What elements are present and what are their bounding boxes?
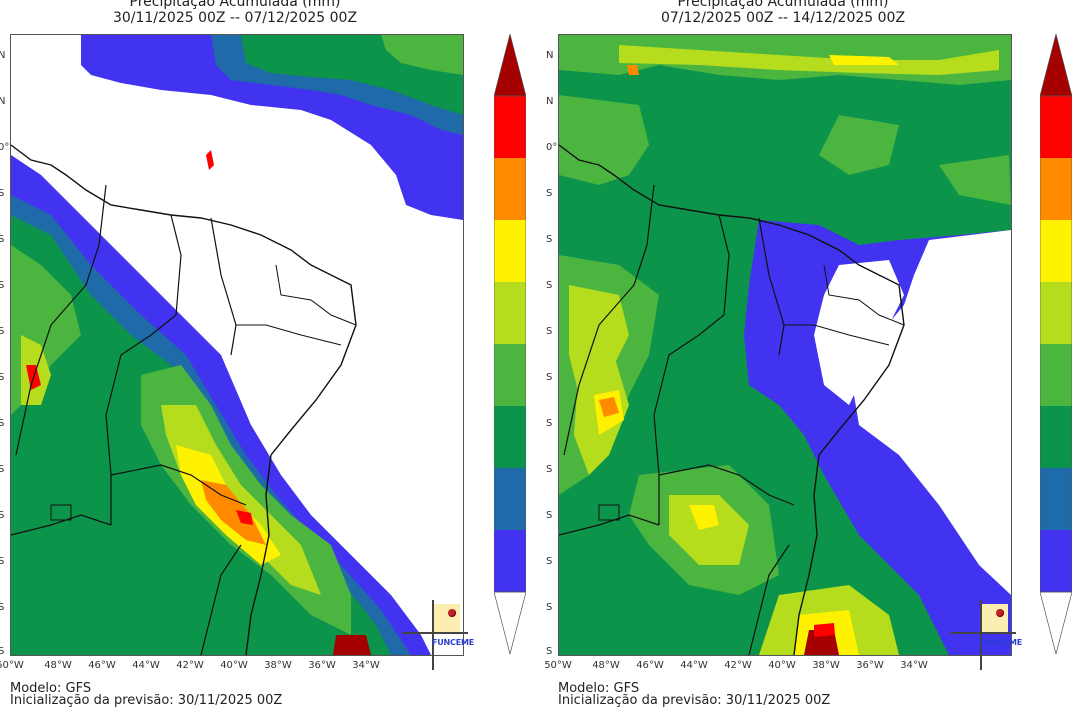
x-tick: 36°W xyxy=(856,660,884,671)
precipitation-contours xyxy=(11,35,463,655)
y-tick: S xyxy=(546,556,553,567)
x-tick: 42°W xyxy=(176,660,204,671)
y-tick: N xyxy=(546,50,554,61)
logo-crosshair-v xyxy=(980,600,982,670)
map-panel-week1: Precipitação Acumulada (mm) 30/11/2025 0… xyxy=(0,0,527,708)
x-tick: 34°W xyxy=(900,660,928,671)
chart-title: Precipitação Acumulada (mm) 30/11/2025 0… xyxy=(0,0,470,26)
x-tick: 34°W xyxy=(352,660,380,671)
title-line1: Precipitação Acumulada (mm) xyxy=(677,0,889,10)
y-tick: S xyxy=(0,418,5,429)
y-tick: 0° xyxy=(0,142,10,153)
y-tick: S xyxy=(546,280,553,291)
logo-box xyxy=(432,604,460,632)
x-axis-labels: 50°W 48°W 46°W 44°W 42°W 40°W 38°W 36°W … xyxy=(0,660,470,674)
model-label: Modelo: GFS xyxy=(10,681,92,696)
x-tick: 46°W xyxy=(636,660,664,671)
colorbar-graphic xyxy=(1039,33,1073,655)
y-tick: S xyxy=(546,326,553,337)
funceme-logo: FUNCEME xyxy=(398,600,478,670)
x-tick: 46°W xyxy=(88,660,116,671)
logo-crosshair-h xyxy=(402,632,468,634)
x-tick: 42°W xyxy=(724,660,752,671)
x-tick: 44°W xyxy=(132,660,160,671)
x-tick: 48°W xyxy=(44,660,72,671)
x-tick: 38°W xyxy=(812,660,840,671)
y-tick: S xyxy=(546,646,553,657)
precipitation-map xyxy=(10,34,464,656)
footer-info: Modelo: GFS Inicialização da previsão: 3… xyxy=(10,681,283,708)
y-tick: S xyxy=(0,556,5,567)
y-tick: S xyxy=(546,602,553,613)
y-tick: S xyxy=(0,372,5,383)
y-tick: S xyxy=(0,280,5,291)
colorbar xyxy=(1039,33,1073,656)
x-tick: 40°W xyxy=(768,660,796,671)
y-tick: 0° xyxy=(546,142,558,153)
logo-text: FUNCEME xyxy=(432,638,475,647)
model-label: Modelo: GFS xyxy=(558,681,640,696)
y-tick: S xyxy=(0,234,5,245)
precipitation-contours xyxy=(559,35,1011,655)
y-tick: S xyxy=(546,464,553,475)
y-tick: S xyxy=(0,602,5,613)
y-tick: S xyxy=(0,464,5,475)
title-line1: Precipitação Acumulada (mm) xyxy=(129,0,341,10)
footer-info: Modelo: GFS Inicialização da previsão: 3… xyxy=(558,681,831,708)
y-tick: S xyxy=(0,188,5,199)
logo-dot-icon xyxy=(448,609,456,617)
logo-crosshair-h xyxy=(950,632,1016,634)
x-tick: 38°W xyxy=(264,660,292,671)
x-tick: 50°W xyxy=(0,660,24,671)
y-axis-labels: N N 0° S S S S S S S S S S S xyxy=(0,34,10,657)
y-tick: N xyxy=(0,96,6,107)
title-line2: 30/11/2025 00Z -- 07/12/2025 00Z xyxy=(112,10,358,26)
y-tick: S xyxy=(0,646,5,657)
chart-title: Precipitação Acumulada (mm) 07/12/2025 0… xyxy=(548,0,1018,26)
precipitation-map xyxy=(558,34,1012,656)
funceme-logo: FUNCEME xyxy=(946,600,1026,670)
title-line2: 07/12/2025 00Z -- 14/12/2025 00Z xyxy=(660,10,906,26)
y-tick: S xyxy=(0,326,5,337)
x-tick: 40°W xyxy=(220,660,248,671)
init-label: Inicialização da previsão: 30/11/2025 00… xyxy=(10,693,283,708)
y-tick: S xyxy=(546,188,553,199)
init-label: Inicialização da previsão: 30/11/2025 00… xyxy=(558,693,831,708)
y-tick: S xyxy=(546,510,553,521)
logo-dot-icon xyxy=(996,609,1004,617)
logo-crosshair-v xyxy=(432,600,434,670)
x-tick: 48°W xyxy=(592,660,620,671)
y-axis-labels: N N 0° S S S S S S S S S S S xyxy=(546,34,558,657)
x-axis-labels: 50°W 48°W 46°W 44°W 42°W 40°W 38°W 36°W … xyxy=(544,660,1018,674)
y-tick: S xyxy=(0,510,5,521)
y-tick: N xyxy=(0,50,6,61)
logo-box xyxy=(980,604,1008,632)
colorbar xyxy=(493,33,527,656)
x-tick: 44°W xyxy=(680,660,708,671)
y-tick: S xyxy=(546,234,553,245)
map-panel-week2: Precipitação Acumulada (mm) 07/12/2025 0… xyxy=(544,0,1080,710)
colorbar-graphic xyxy=(493,33,527,655)
y-tick: S xyxy=(546,418,553,429)
logo-text: FUNCEME xyxy=(980,638,1023,647)
y-tick: N xyxy=(546,96,554,107)
x-tick: 50°W xyxy=(544,660,572,671)
y-tick: S xyxy=(546,372,553,383)
x-tick: 36°W xyxy=(308,660,336,671)
